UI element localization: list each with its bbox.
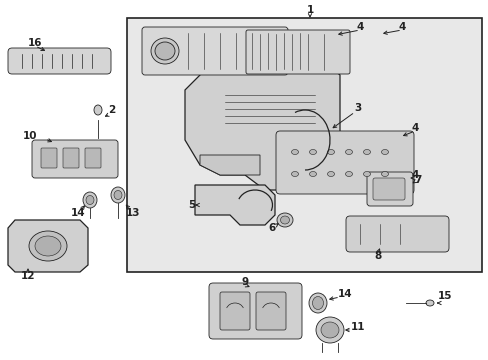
Ellipse shape: [291, 149, 298, 154]
FancyBboxPatch shape: [245, 30, 349, 74]
Ellipse shape: [309, 171, 316, 176]
Ellipse shape: [94, 105, 102, 115]
FancyBboxPatch shape: [366, 172, 412, 206]
Ellipse shape: [276, 213, 292, 227]
FancyBboxPatch shape: [346, 216, 448, 252]
Text: 13: 13: [125, 208, 140, 218]
Text: 9: 9: [241, 277, 248, 287]
Polygon shape: [195, 185, 274, 225]
Ellipse shape: [151, 38, 179, 64]
Polygon shape: [200, 155, 260, 175]
FancyBboxPatch shape: [142, 27, 287, 75]
Ellipse shape: [29, 231, 67, 261]
Text: 2: 2: [108, 105, 115, 115]
FancyBboxPatch shape: [8, 48, 111, 74]
Text: 11: 11: [350, 322, 365, 332]
Text: 4: 4: [398, 22, 405, 32]
Ellipse shape: [345, 171, 352, 176]
Text: 1: 1: [306, 5, 313, 15]
FancyBboxPatch shape: [220, 292, 249, 330]
Ellipse shape: [309, 149, 316, 154]
Polygon shape: [8, 220, 88, 272]
Ellipse shape: [155, 42, 175, 60]
FancyBboxPatch shape: [275, 131, 413, 194]
Text: 4: 4: [410, 170, 418, 180]
Ellipse shape: [345, 149, 352, 154]
FancyBboxPatch shape: [372, 178, 404, 200]
Ellipse shape: [381, 149, 387, 154]
FancyBboxPatch shape: [208, 283, 302, 339]
FancyBboxPatch shape: [256, 292, 285, 330]
Bar: [127, 18, 481, 272]
Ellipse shape: [111, 187, 125, 203]
Text: 8: 8: [374, 251, 381, 261]
Ellipse shape: [315, 317, 343, 343]
Ellipse shape: [291, 171, 298, 176]
FancyBboxPatch shape: [32, 140, 118, 178]
Text: 15: 15: [437, 291, 451, 301]
Text: 3: 3: [354, 103, 361, 113]
Ellipse shape: [308, 293, 326, 313]
Text: 10: 10: [23, 131, 37, 141]
FancyBboxPatch shape: [85, 148, 101, 168]
Ellipse shape: [35, 236, 61, 256]
Ellipse shape: [381, 171, 387, 176]
Text: 12: 12: [20, 271, 35, 281]
FancyBboxPatch shape: [41, 148, 57, 168]
Text: 7: 7: [413, 175, 421, 185]
Ellipse shape: [280, 216, 289, 224]
Ellipse shape: [327, 149, 334, 154]
Ellipse shape: [312, 297, 323, 310]
Ellipse shape: [363, 171, 370, 176]
Text: 4: 4: [356, 22, 363, 32]
Ellipse shape: [327, 171, 334, 176]
Ellipse shape: [363, 149, 370, 154]
Ellipse shape: [86, 195, 94, 204]
Text: 5: 5: [188, 200, 195, 210]
Ellipse shape: [114, 190, 122, 199]
Ellipse shape: [83, 192, 97, 208]
Ellipse shape: [320, 322, 338, 338]
Text: 6: 6: [268, 223, 275, 233]
Text: 16: 16: [28, 38, 42, 48]
Ellipse shape: [425, 300, 433, 306]
Text: 4: 4: [410, 123, 418, 133]
Text: 14: 14: [71, 208, 85, 218]
Text: 14: 14: [337, 289, 351, 299]
Polygon shape: [184, 58, 339, 190]
FancyBboxPatch shape: [63, 148, 79, 168]
